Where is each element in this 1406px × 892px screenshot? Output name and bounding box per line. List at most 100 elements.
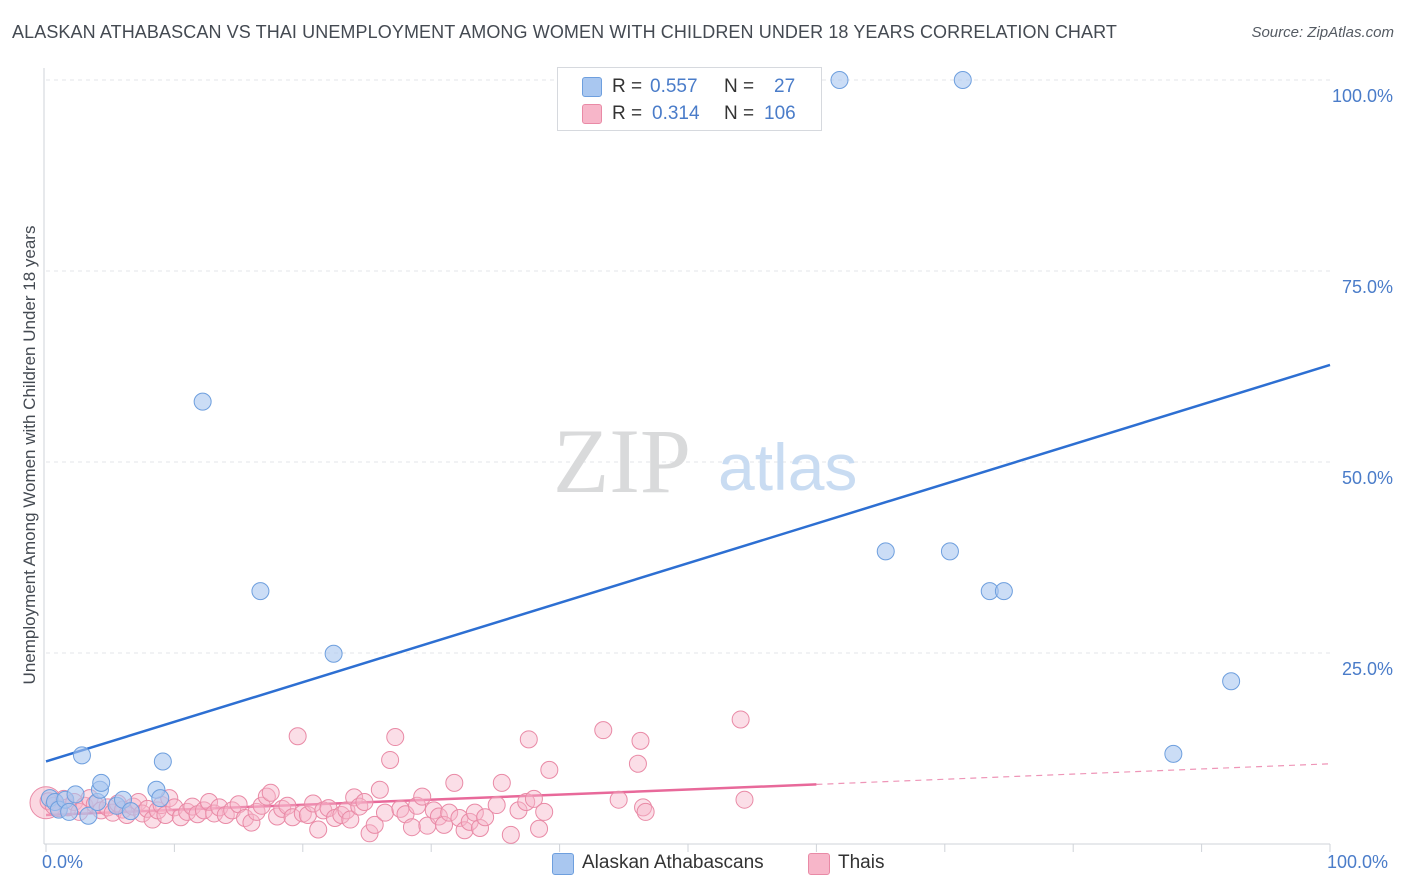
thai-points bbox=[29, 710, 754, 844]
thai-point bbox=[360, 824, 379, 843]
legend-n-value: 27 bbox=[774, 76, 796, 97]
watermark-zip: ZIP bbox=[553, 410, 691, 512]
thai-point bbox=[519, 730, 538, 749]
thai-point bbox=[535, 802, 554, 821]
thai-trend-line-extrapolated bbox=[816, 763, 1331, 786]
athabascan-point bbox=[72, 746, 91, 765]
thai-point bbox=[355, 792, 374, 811]
thai-point bbox=[242, 813, 261, 832]
thai-point bbox=[252, 796, 271, 815]
thai-point bbox=[524, 789, 543, 808]
thai-point bbox=[501, 825, 520, 844]
thai-point bbox=[283, 808, 302, 827]
thai-point bbox=[636, 802, 655, 821]
watermark-atlas: atlas bbox=[718, 430, 857, 504]
thai-trend-line bbox=[45, 783, 817, 817]
y-tick-label: 100.0% bbox=[1331, 86, 1393, 106]
thai-point bbox=[476, 808, 495, 827]
thai-point bbox=[631, 731, 650, 750]
thai-point bbox=[288, 727, 307, 746]
thai-point bbox=[216, 805, 235, 824]
thai-point bbox=[341, 810, 360, 829]
legend-swatch-athabascan bbox=[582, 77, 602, 97]
x-tick-label: 100.0% bbox=[1327, 852, 1389, 872]
y-tick-label: 75.0% bbox=[1341, 277, 1393, 297]
thai-point bbox=[413, 787, 432, 806]
thai-point bbox=[370, 780, 389, 799]
legend-r-value: 0.314 bbox=[652, 103, 700, 124]
legend-n-label: N = bbox=[724, 76, 755, 97]
thai-point bbox=[345, 788, 364, 807]
thai-point bbox=[455, 821, 474, 840]
thai-point bbox=[261, 783, 280, 802]
thai-point bbox=[309, 820, 328, 839]
thai-point bbox=[424, 801, 443, 820]
thai-point bbox=[731, 710, 750, 729]
y-axis-label: Unemployment Among Women with Children U… bbox=[20, 225, 39, 685]
athabascan-point bbox=[92, 773, 111, 792]
legend-n-label: N = bbox=[724, 103, 755, 124]
thai-point bbox=[492, 773, 511, 792]
athabascan-points bbox=[40, 71, 1241, 825]
athabascan-point bbox=[193, 392, 212, 411]
bottom-legend-swatch-athabascan bbox=[552, 853, 574, 875]
x-tick-label: 0.0% bbox=[42, 852, 84, 872]
thai-point bbox=[408, 796, 427, 815]
athabascan-point bbox=[1164, 744, 1183, 763]
thai-point bbox=[440, 803, 459, 822]
athabascan-point bbox=[251, 582, 270, 601]
bottom-legend-swatch-thai bbox=[808, 853, 830, 875]
thai-point bbox=[365, 815, 384, 834]
legend-r-label: R = bbox=[612, 103, 643, 124]
thai-point bbox=[487, 796, 506, 815]
athabascan-point bbox=[60, 802, 79, 821]
thai-point bbox=[375, 803, 394, 822]
trend-lines bbox=[45, 363, 1331, 817]
thai-point bbox=[628, 754, 647, 773]
athabascan-point bbox=[79, 806, 98, 825]
gridlines bbox=[46, 79, 1330, 654]
athabascan-point bbox=[66, 785, 85, 804]
thai-point bbox=[247, 802, 266, 821]
thai-point bbox=[609, 790, 628, 809]
thai-point bbox=[194, 801, 213, 820]
thai-point bbox=[594, 721, 613, 740]
athabascan-point bbox=[153, 752, 172, 771]
legend-swatch-thai bbox=[582, 104, 602, 124]
y-tick-label: 50.0% bbox=[1341, 468, 1393, 488]
thai-point bbox=[381, 750, 400, 769]
bottom-legend-label: Alaskan Athabascans bbox=[582, 852, 764, 873]
thai-point bbox=[205, 804, 224, 823]
thai-point bbox=[530, 819, 549, 838]
athabascan-point bbox=[830, 71, 849, 89]
axes bbox=[43, 68, 1331, 852]
athabascan-point bbox=[876, 542, 895, 561]
thai-point bbox=[278, 796, 297, 815]
athabascan-point bbox=[1222, 672, 1241, 691]
thai-point bbox=[735, 790, 754, 809]
athabascan-point bbox=[940, 542, 959, 561]
thai-point bbox=[429, 807, 448, 826]
athabascan-point bbox=[121, 802, 140, 821]
athabascan-point bbox=[994, 582, 1013, 601]
legend-r-label: R = bbox=[612, 76, 643, 97]
thai-point bbox=[470, 818, 489, 837]
legend-n-value: 106 bbox=[764, 103, 796, 124]
thai-point bbox=[445, 773, 464, 792]
athabascan-point bbox=[953, 71, 972, 89]
athabascan-trend-line bbox=[45, 363, 1331, 763]
athabascan-point bbox=[324, 644, 343, 663]
thai-point bbox=[540, 760, 559, 779]
thai-point bbox=[402, 818, 421, 837]
bottom-legend-label: Thais bbox=[838, 852, 885, 873]
chart-source: Source: ZipAtlas.com bbox=[1251, 24, 1394, 41]
legend-r-value: 0.557 bbox=[650, 76, 698, 97]
thai-point bbox=[386, 728, 405, 747]
watermark: ZIP atlas bbox=[553, 410, 857, 512]
y-tick-label: 25.0% bbox=[1341, 659, 1393, 679]
thai-point bbox=[236, 809, 255, 828]
thai-point bbox=[200, 792, 219, 811]
athabascan-point bbox=[151, 789, 170, 808]
chart-title: ALASKAN ATHABASCAN VS THAI UNEMPLOYMENT … bbox=[12, 22, 1117, 42]
